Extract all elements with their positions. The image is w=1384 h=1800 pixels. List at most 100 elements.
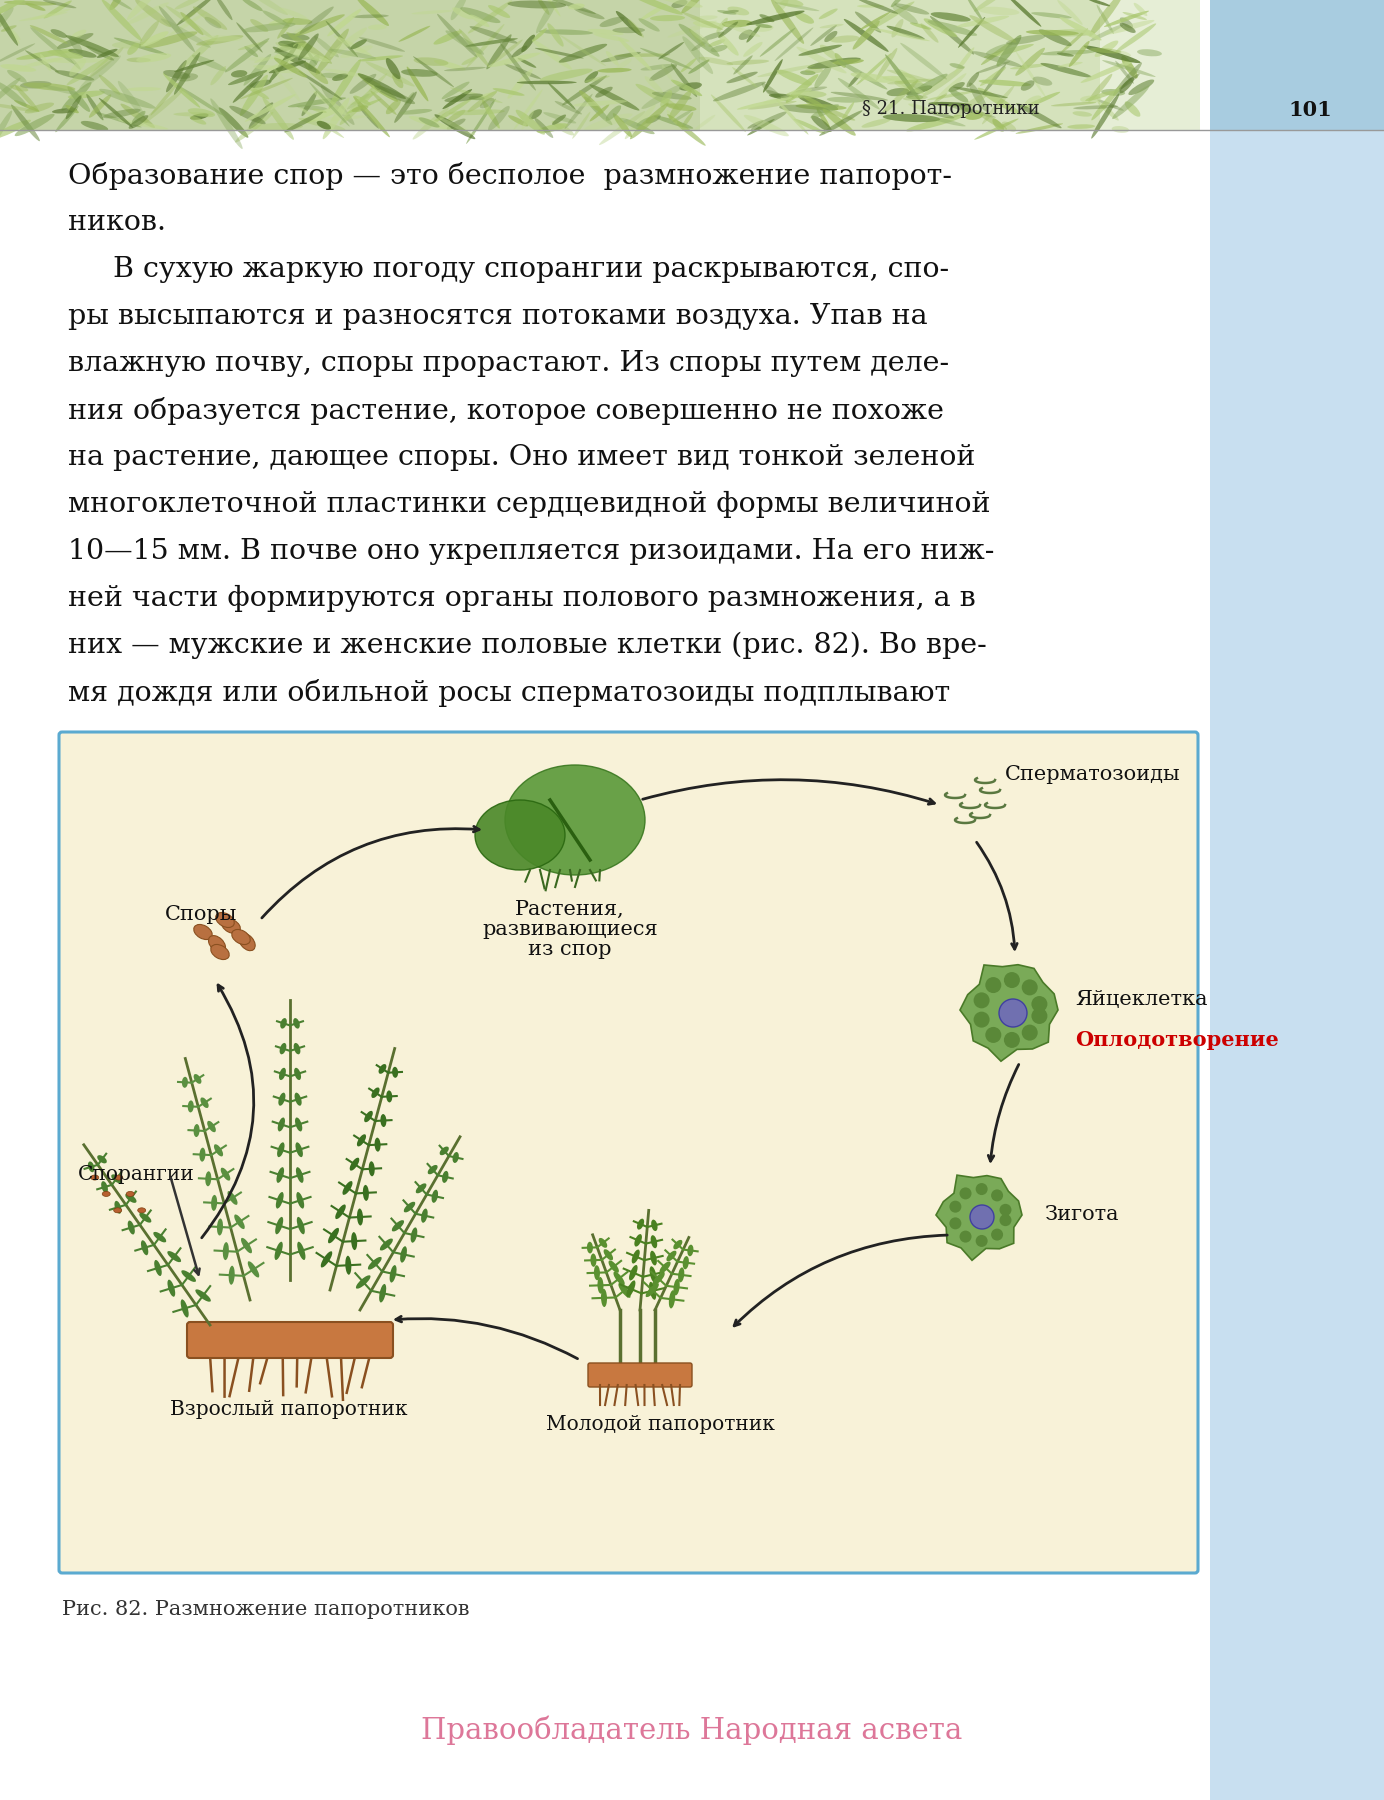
Ellipse shape (190, 115, 206, 124)
Ellipse shape (500, 43, 536, 90)
Ellipse shape (977, 7, 1020, 14)
Ellipse shape (205, 1172, 212, 1186)
Ellipse shape (350, 90, 381, 104)
Ellipse shape (358, 38, 406, 52)
Ellipse shape (353, 14, 389, 18)
Ellipse shape (1057, 61, 1082, 67)
Ellipse shape (98, 97, 133, 128)
Ellipse shape (235, 112, 274, 142)
Ellipse shape (569, 4, 584, 9)
Ellipse shape (736, 97, 793, 110)
Ellipse shape (891, 0, 904, 7)
Ellipse shape (757, 65, 815, 77)
Ellipse shape (461, 58, 476, 65)
Ellipse shape (411, 1228, 418, 1242)
Ellipse shape (1032, 77, 1052, 86)
Bar (1210, 130, 1384, 1800)
Ellipse shape (280, 1067, 286, 1080)
Ellipse shape (969, 83, 988, 112)
Text: Молодой папоротник: Молодой папоротник (545, 1415, 775, 1435)
Ellipse shape (894, 4, 929, 14)
Ellipse shape (180, 13, 203, 36)
Ellipse shape (299, 70, 342, 99)
Ellipse shape (475, 799, 565, 869)
Ellipse shape (1102, 88, 1125, 95)
Ellipse shape (529, 110, 543, 119)
Ellipse shape (471, 14, 490, 27)
Ellipse shape (832, 59, 864, 65)
Ellipse shape (194, 1075, 202, 1084)
Circle shape (1031, 995, 1048, 1012)
Ellipse shape (277, 45, 331, 63)
Ellipse shape (681, 0, 703, 13)
Ellipse shape (368, 1256, 382, 1269)
Ellipse shape (548, 83, 576, 110)
Ellipse shape (650, 1235, 657, 1247)
Ellipse shape (974, 119, 1019, 140)
Ellipse shape (822, 108, 855, 135)
Ellipse shape (718, 22, 738, 38)
Ellipse shape (215, 1145, 223, 1156)
Ellipse shape (1138, 49, 1163, 56)
Ellipse shape (368, 74, 388, 92)
Ellipse shape (710, 45, 728, 52)
Ellipse shape (584, 97, 612, 124)
Ellipse shape (598, 1276, 603, 1294)
Ellipse shape (309, 54, 320, 68)
Ellipse shape (327, 9, 361, 36)
Text: Рис. 82. Размножение папоротников: Рис. 82. Размножение папоротников (62, 1600, 469, 1618)
Ellipse shape (848, 72, 862, 86)
Ellipse shape (459, 29, 490, 68)
Ellipse shape (923, 18, 958, 38)
Ellipse shape (752, 112, 787, 130)
Ellipse shape (194, 1123, 199, 1138)
Ellipse shape (819, 45, 837, 59)
Ellipse shape (44, 0, 72, 18)
Ellipse shape (98, 76, 120, 95)
Ellipse shape (24, 83, 75, 90)
Ellipse shape (887, 25, 925, 40)
Ellipse shape (894, 81, 919, 92)
Text: В сухую жаркую погоду спорангии раскрываются, спо-: В сухую жаркую погоду спорангии раскрыва… (68, 256, 949, 283)
Ellipse shape (268, 61, 306, 74)
Ellipse shape (68, 90, 105, 99)
Ellipse shape (619, 1283, 631, 1298)
Ellipse shape (674, 1278, 680, 1296)
Ellipse shape (1031, 13, 1071, 18)
Ellipse shape (181, 1271, 197, 1282)
Ellipse shape (775, 27, 814, 61)
Ellipse shape (357, 74, 406, 99)
Ellipse shape (678, 1267, 684, 1282)
Ellipse shape (1098, 99, 1124, 112)
Ellipse shape (739, 29, 753, 40)
Ellipse shape (800, 70, 815, 76)
Ellipse shape (489, 52, 540, 67)
Ellipse shape (115, 1201, 122, 1213)
Ellipse shape (678, 23, 720, 58)
Ellipse shape (466, 23, 504, 68)
Ellipse shape (1006, 0, 1041, 27)
Ellipse shape (127, 1220, 134, 1235)
Ellipse shape (163, 70, 190, 79)
Ellipse shape (680, 83, 702, 90)
Ellipse shape (274, 68, 300, 103)
Ellipse shape (15, 85, 39, 112)
Ellipse shape (619, 117, 655, 135)
Ellipse shape (493, 88, 525, 95)
Ellipse shape (415, 1183, 426, 1193)
Ellipse shape (274, 52, 321, 61)
Ellipse shape (335, 1204, 346, 1219)
Text: развивающиеся: развивающиеся (482, 920, 657, 940)
Ellipse shape (407, 67, 429, 101)
Ellipse shape (288, 97, 346, 108)
Polygon shape (960, 965, 1057, 1062)
Ellipse shape (544, 112, 576, 124)
Ellipse shape (437, 14, 477, 58)
Ellipse shape (774, 0, 804, 7)
Ellipse shape (786, 90, 826, 99)
Ellipse shape (241, 1238, 252, 1253)
Ellipse shape (329, 49, 376, 59)
Ellipse shape (101, 0, 143, 41)
Ellipse shape (217, 1219, 223, 1235)
Ellipse shape (584, 76, 610, 83)
